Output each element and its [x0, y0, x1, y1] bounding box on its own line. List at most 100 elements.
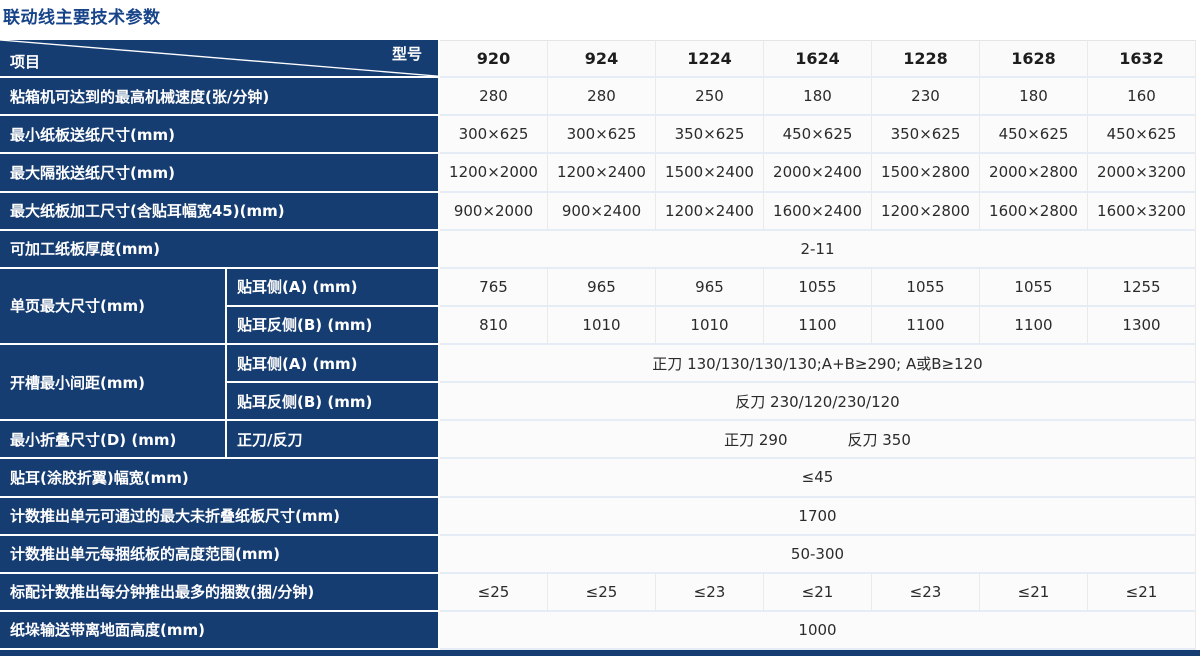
spec-sub-label: 贴耳侧(A) (mm) [227, 345, 440, 384]
model-header: 1628 [980, 40, 1088, 79]
spec-value-cell: 450×625 [764, 116, 872, 155]
spec-value-cell: 1010 [548, 306, 656, 345]
table-bottom-border [0, 650, 1200, 656]
spec-value-cell: ≤21 [764, 573, 872, 612]
spec-row-label: 最小折叠尺寸(D) (mm) [0, 421, 227, 460]
spec-value-cell: 2000×2400 [764, 154, 872, 193]
spec-sub-label: 正刀/反刀 [227, 421, 440, 460]
spec-value-cell: 350×625 [656, 116, 764, 155]
spec-value-cell: 1200×2400 [548, 154, 656, 193]
table-row: 计数推出单元每捆纸板的高度范围(mm) 50-300 [0, 535, 1196, 574]
spec-value-cell: 450×625 [980, 116, 1088, 155]
spec-sub-label: 贴耳侧(A) (mm) [227, 268, 440, 307]
table-row: 最小纸板送纸尺寸(mm) 300×625 300×625 350×625 450… [0, 116, 1196, 155]
table-row: 最小折叠尺寸(D) (mm) 正刀/反刀 正刀 290 反刀 350 [0, 421, 1196, 460]
diagonal-divider-line [0, 40, 438, 77]
spec-value-cell: 280 [440, 78, 548, 117]
table-row: 粘箱机可达到的最高机械速度(张/分钟) 280 280 250 180 230 … [0, 78, 1196, 117]
table-row: 标配计数推出每分钟推出最多的捆数(捆/分钟) ≤25 ≤25 ≤23 ≤21 ≤… [0, 573, 1196, 612]
spec-row-label: 计数推出单元每捆纸板的高度范围(mm) [0, 535, 440, 574]
spec-value-cell: 160 [1088, 78, 1196, 117]
spec-value-cell: 1100 [980, 306, 1088, 345]
table-row: 可加工纸板厚度(mm) 2-11 [0, 230, 1196, 269]
spec-value-cell: 300×625 [440, 116, 548, 155]
spec-row-label: 粘箱机可达到的最高机械速度(张/分钟) [0, 78, 440, 117]
table-row: 贴耳反侧(B) (mm) 反刀 230/120/230/120 [0, 383, 1196, 422]
spec-value-cell: 350×625 [872, 116, 980, 155]
table-row: 计数推出单元可通过的最大未折叠纸板尺寸(mm) 1700 [0, 497, 1196, 536]
table-row: 最大纸板加工尺寸(含贴耳幅宽45)(mm) 900×2000 900×2400 … [0, 192, 1196, 231]
spec-value-cell: 1055 [872, 268, 980, 307]
spec-value-cell-merged: 1700 [440, 497, 1196, 536]
corner-cell: 型号 项目 [0, 40, 440, 79]
spec-row-label: 纸垛输送带离地面高度(mm) [0, 611, 440, 650]
spec-row-label: 计数推出单元可通过的最大未折叠纸板尺寸(mm) [0, 497, 440, 536]
table-row: 单页最大尺寸(mm) 贴耳侧(A) (mm) 765 965 965 1055 … [0, 268, 1196, 345]
spec-value-cell: 965 [656, 268, 764, 307]
spec-value-cell: 1055 [764, 268, 872, 307]
spec-value-cell: 965 [548, 268, 656, 307]
spec-row-label: 单页最大尺寸(mm) [0, 268, 227, 345]
spec-row-label: 最小纸板送纸尺寸(mm) [0, 116, 440, 155]
spec-value-cell: 1200×2800 [872, 192, 980, 231]
spec-value-cell: ≤25 [548, 573, 656, 612]
table-row: 纸垛输送带离地面高度(mm) 1000 [0, 611, 1196, 650]
spec-sub-label: 贴耳反侧(B) (mm) [227, 306, 440, 345]
spec-value-cell: 280 [548, 78, 656, 117]
model-header: 1228 [872, 40, 980, 79]
spec-value-cell-merged: 2-11 [440, 230, 1196, 269]
spec-value-cell: 1600×2800 [980, 192, 1088, 231]
table-row: 开槽最小间距(mm) 贴耳侧(A) (mm) 正刀 130/130/130/13… [0, 345, 1196, 422]
spec-value-cell-merged: 反刀 230/120/230/120 [440, 383, 1196, 422]
spec-row-label: 最大纸板加工尺寸(含贴耳幅宽45)(mm) [0, 192, 440, 231]
spec-row-label: 开槽最小间距(mm) [0, 345, 227, 422]
spec-value-cell: 1600×2400 [764, 192, 872, 231]
page-title: 联动线主要技术参数 [3, 8, 161, 28]
model-header: 1632 [1088, 40, 1196, 79]
spec-value-cell-merged: 1000 [440, 611, 1196, 650]
spec-value-cell: ≤21 [1088, 573, 1196, 612]
spec-value-cell: 1500×2800 [872, 154, 980, 193]
spec-value-cell-merged: 正刀 130/130/130/130;A+B≥290; A或B≥120 [440, 345, 1196, 384]
spec-value-cell: 1100 [764, 306, 872, 345]
spec-value-cell: ≤21 [980, 573, 1088, 612]
spec-value-cell: 1600×3200 [1088, 192, 1196, 231]
spec-value-cell: 180 [980, 78, 1088, 117]
spec-value-cell: 450×625 [1088, 116, 1196, 155]
spec-value-cell: 1255 [1088, 268, 1196, 307]
spec-value-cell: ≤23 [872, 573, 980, 612]
model-header: 924 [548, 40, 656, 79]
model-header: 1224 [656, 40, 764, 79]
spec-table: 型号 项目 920 924 1224 1624 1228 1628 1632 粘… [0, 40, 1196, 650]
spec-value-cell: 2000×2800 [980, 154, 1088, 193]
spec-value-cell: 2000×3200 [1088, 154, 1196, 193]
spec-value-cell: 1300 [1088, 306, 1196, 345]
spec-value-cell-merged: 正刀 290 反刀 350 [440, 421, 1196, 460]
spec-value-cell: 1100 [872, 306, 980, 345]
spec-value-cell: 230 [872, 78, 980, 117]
spec-value-cell: 300×625 [548, 116, 656, 155]
table-row: 贴耳(涂胶折翼)幅宽(mm) ≤45 [0, 459, 1196, 498]
spec-value-cell: 1500×2400 [656, 154, 764, 193]
table-row: 贴耳反侧(B) (mm) 810 1010 1010 1100 1100 110… [0, 306, 1196, 345]
spec-value-cell: 1200×2400 [656, 192, 764, 231]
spec-value-cell-merged: 50-300 [440, 535, 1196, 574]
spec-value-cell: 1010 [656, 306, 764, 345]
spec-value-cell: 1200×2000 [440, 154, 548, 193]
table-header-row: 型号 项目 920 924 1224 1624 1228 1628 1632 [0, 40, 1196, 79]
spec-value-cell: 810 [440, 306, 548, 345]
spec-row-label: 可加工纸板厚度(mm) [0, 230, 440, 269]
spec-sub-label: 贴耳反侧(B) (mm) [227, 383, 440, 422]
spec-value-cell: ≤23 [656, 573, 764, 612]
model-header: 920 [440, 40, 548, 79]
spec-row-label: 最大隔张送纸尺寸(mm) [0, 154, 440, 193]
spec-value-cell-merged: ≤45 [440, 459, 1196, 498]
model-header: 1624 [764, 40, 872, 79]
spec-value-cell: 765 [440, 268, 548, 307]
table-row: 最大隔张送纸尺寸(mm) 1200×2000 1200×2400 1500×24… [0, 154, 1196, 193]
spec-row-label: 标配计数推出每分钟推出最多的捆数(捆/分钟) [0, 573, 440, 612]
spec-value-cell: 250 [656, 78, 764, 117]
spec-row-label: 贴耳(涂胶折翼)幅宽(mm) [0, 459, 440, 498]
spec-value-cell: 900×2400 [548, 192, 656, 231]
